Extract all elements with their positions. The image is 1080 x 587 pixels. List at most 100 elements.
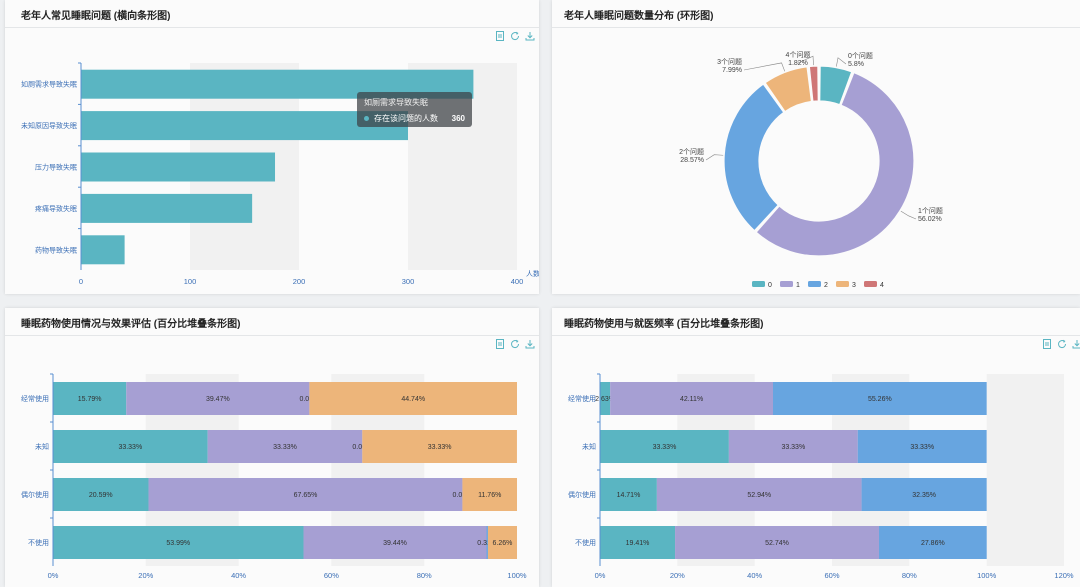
y-tick-label: 未知 [582,442,596,451]
bar [81,152,276,182]
slice-label: 2个问题 [679,148,704,156]
save-image-icon[interactable] [525,31,535,41]
panel-medication-visit-stacked: 睡眠药物使用与就医频率 (百分比堆叠条形图) 2.63% 42.11% 55.26%… [552,308,1080,587]
icon-shape [511,32,520,41]
label-leader-line [797,55,814,66]
y-tick-label: 经常使用 [21,394,49,403]
data-label: 15.79% [78,396,102,403]
legend-label: 2 [824,282,828,289]
label-leader-line [900,210,917,220]
donut-slice [755,71,915,257]
toolbox [1042,339,1080,349]
icon-shape [511,340,520,349]
icon-shape [516,339,519,343]
chart-tooltip: 如厕需求导致失眠 存在该问题的人数 360 [357,92,472,127]
y-tick-label: 不使用 [575,538,596,547]
slice-label: 3个问题 [717,58,742,66]
legend-swatch [808,281,821,287]
save-image-icon[interactable] [1072,339,1080,349]
data-label: 27.86% [921,540,945,547]
data-label: 6.26% [493,540,513,547]
tooltip-title: 如厕需求导致失眠 [364,98,428,107]
data-view-icon[interactable] [1042,339,1052,349]
stacked-bar-chart: 2.63% 42.11% 55.26% 经常使用 33.33% 33.33% 33.33% 未… [568,373,1074,580]
x-tick-label: 0% [48,571,59,580]
stacked-bar-segment [878,526,987,559]
slice-percent: 28.57% [680,157,704,164]
refresh-icon[interactable] [510,31,520,41]
data-label: 11.76% [478,492,501,499]
panel-title: 睡眠药物使用情况与效果评估 (百分比堆叠条形图) [21,319,241,330]
bar [81,235,125,265]
stacked-bar-segment [600,382,611,415]
data-label: 53.99% [166,540,190,547]
stacked-bar-segment [675,526,879,559]
stacked-bar-segment [857,430,987,463]
icon-shape [496,31,504,41]
divider [552,27,1080,28]
y-tick-label: 疼痛导致失眠 [35,204,77,213]
data-label: 33.33% [781,444,805,451]
legend-label: 0 [768,282,772,289]
data-label: 39.47% [206,396,230,403]
y-tick-label: 不使用 [28,538,49,547]
divider [552,335,1080,336]
stacked-bar-segment [462,478,517,511]
legend-label: 4 [880,282,884,289]
data-label: 33.33% [273,444,297,451]
slice-percent: 1.82% [788,60,808,67]
grid-band [986,374,1064,566]
data-view-icon[interactable] [495,339,505,349]
slice-percent: 7.99% [722,67,742,74]
data-label: 44.74% [401,396,425,403]
stacked-bar-segment [53,478,149,511]
panel-title: 睡眠药物使用与就医频率 (百分比堆叠条形图) [564,319,764,330]
icon-shape [496,339,504,349]
stacked-bar-segment [600,430,729,463]
x-tick-label: 120% [1054,571,1074,580]
x-tick-label: 100% [507,571,527,580]
x-tick-label: 0 [79,277,83,286]
y-tick-label: 药物导致失眠 [35,245,77,254]
panel-medication-effect-stacked: 睡眠药物使用情况与效果评估 (百分比堆叠条形图) 15.79%39.47%0.0… [5,308,539,587]
legend-swatch [836,281,849,287]
stacked-bar-segment [126,382,310,415]
data-view-icon[interactable] [495,31,505,41]
stacked-bar-segment [656,478,862,511]
y-tick-label: 偶尔使用 [21,490,49,499]
x-tick-label: 0% [595,571,606,580]
panel-title: 老年人常见睡眠问题 (横向条形图) [21,11,171,22]
slice-label: 0个问题 [848,52,873,60]
x-tick-label: 20% [138,571,153,580]
x-tick-label: 300 [402,277,415,286]
tooltip-value: 360 [451,114,465,123]
x-tick-label: 40% [747,571,762,580]
x-tick-label: 100% [977,571,997,580]
icon-shape [1072,340,1080,349]
stacked-bar-segment [362,430,517,463]
tooltip-series-name: 存在该问题的人数 [374,114,438,123]
save-image-icon[interactable] [525,339,535,349]
legend-swatch [780,281,793,287]
stacked-bar-segment [207,430,363,463]
data-label: 67.65% [294,492,318,499]
stacked-bar-segment [487,526,517,559]
data-label: 52.74% [765,540,789,547]
legend-label: 1 [796,282,800,289]
stacked-bar-segment [53,430,208,463]
y-tick-label: 未知 [35,442,49,451]
x-tick-label: 60% [324,571,339,580]
refresh-icon[interactable] [510,339,520,349]
stacked-bar-segment [53,526,304,559]
refresh-icon[interactable] [1057,339,1067,349]
slice-percent: 56.02% [918,216,942,223]
label-leader-line [836,57,847,67]
data-label: 52.94% [747,492,771,499]
bar [81,111,408,141]
stacked-bar-segment [309,382,517,415]
x-tick-label: 40% [231,571,246,580]
data-label: 33.33% [653,444,677,451]
stacked-bar-segment [728,430,858,463]
stacked-bar-segment [486,526,488,559]
